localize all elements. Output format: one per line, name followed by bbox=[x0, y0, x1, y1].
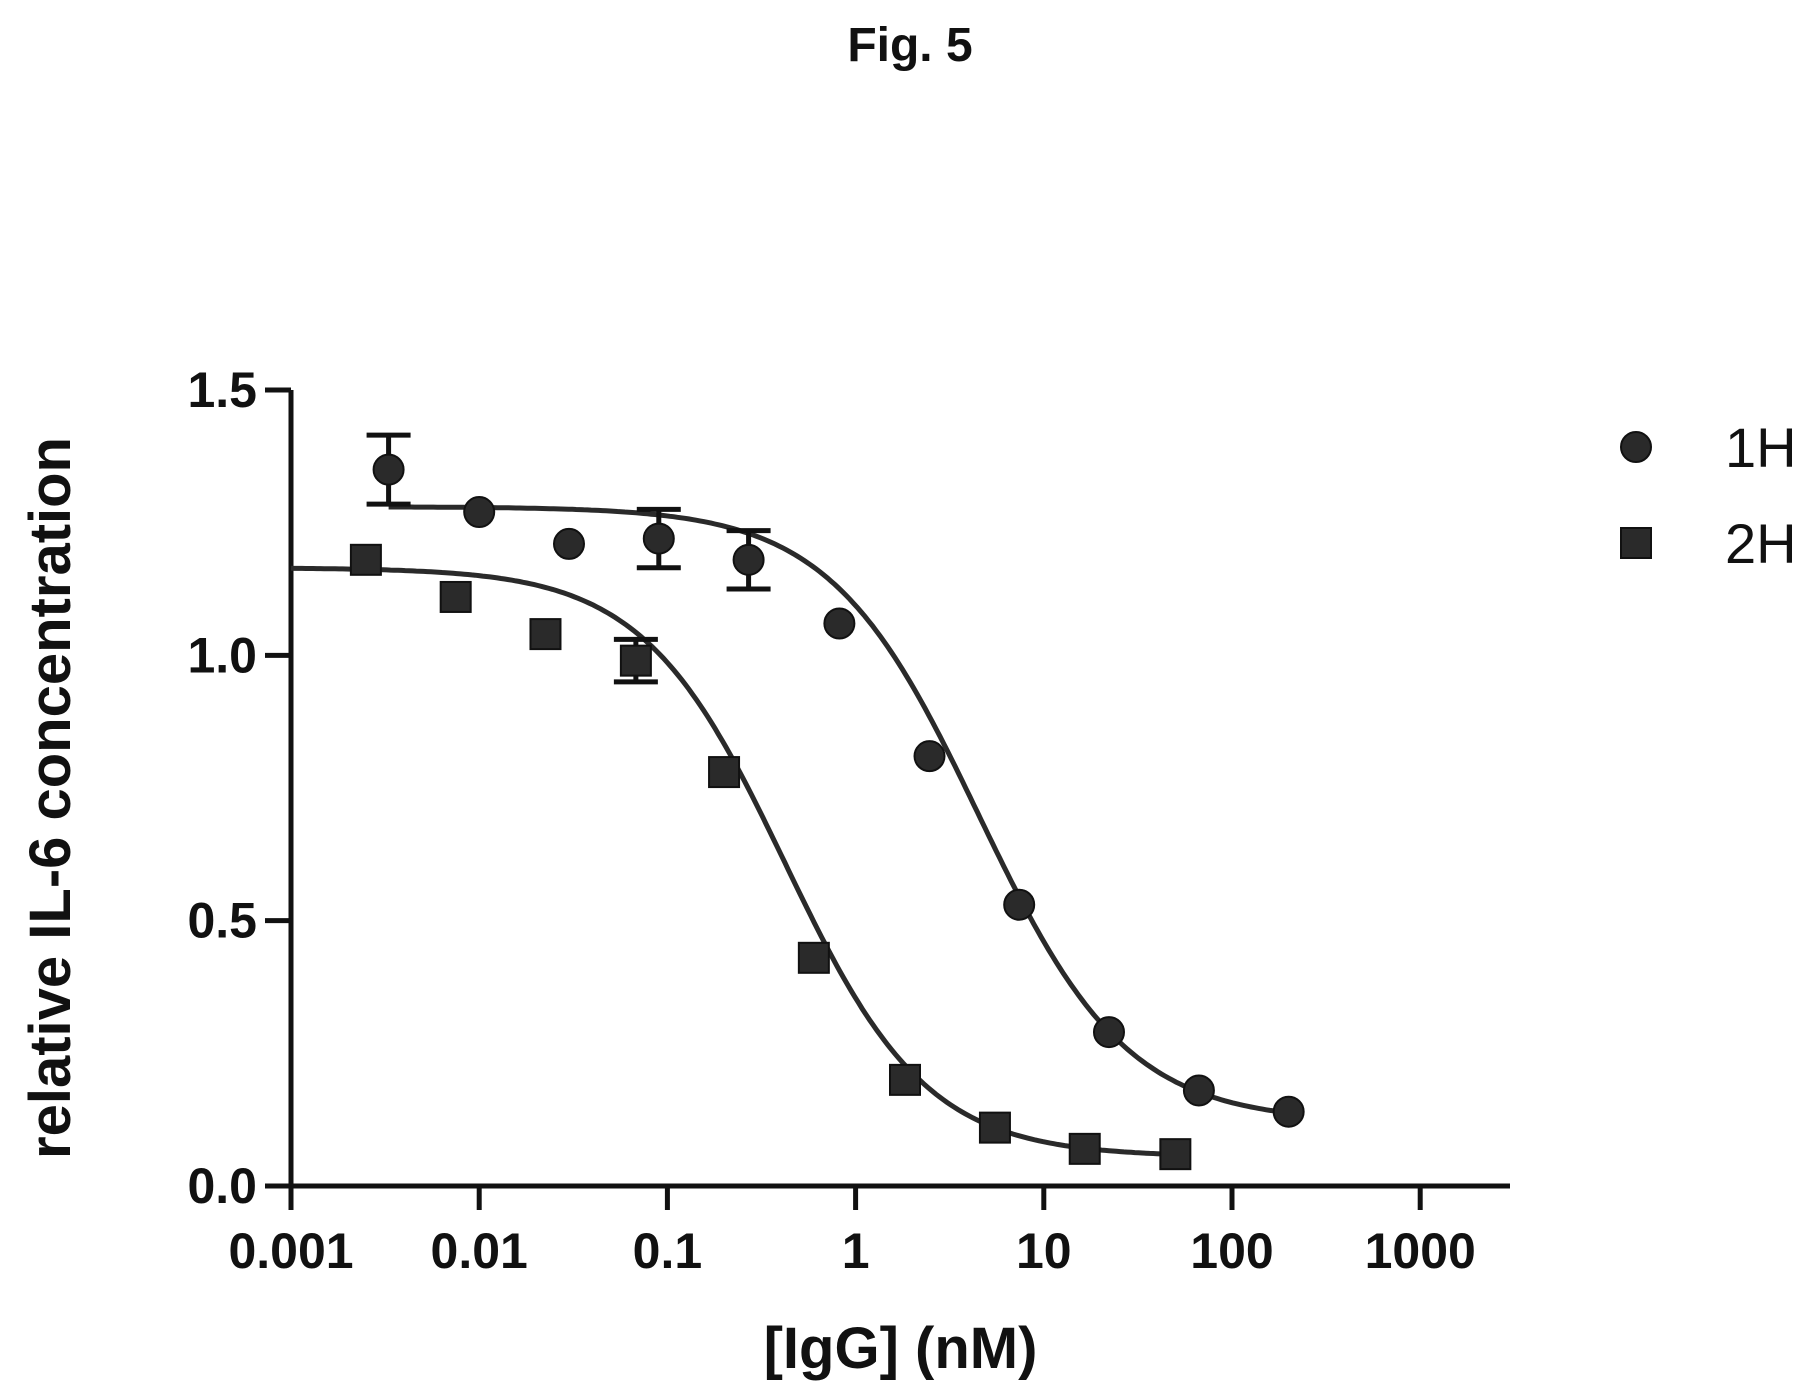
x-axis-label: [IgG] (nM) bbox=[764, 1316, 1038, 1381]
x-tick-label: 100 bbox=[1190, 1223, 1273, 1279]
data-point-2h bbox=[708, 756, 741, 789]
data-point-1h bbox=[552, 527, 585, 560]
figure-title: Fig. 5 bbox=[847, 19, 973, 72]
y-tick-label: 0.0 bbox=[187, 1158, 257, 1214]
data-point-2h bbox=[349, 543, 382, 576]
data-point-1h bbox=[1092, 1016, 1125, 1049]
y-tick-label: 0.5 bbox=[187, 893, 257, 949]
data-point-1h bbox=[1003, 888, 1036, 921]
data-points bbox=[349, 432, 1305, 1171]
x-tick-label: 0.01 bbox=[431, 1223, 528, 1279]
data-point-1h bbox=[463, 496, 496, 529]
legend-marker-2h bbox=[1620, 527, 1652, 559]
y-tick-label: 1.5 bbox=[187, 362, 257, 418]
data-point-2h bbox=[529, 618, 562, 651]
data-point-1h bbox=[642, 522, 675, 555]
y-tick-label: 1.0 bbox=[187, 627, 257, 683]
data-point-2h bbox=[797, 941, 830, 974]
legend-label-1h: 1H bbox=[1725, 416, 1797, 479]
x-tick-label: 1 bbox=[842, 1223, 870, 1279]
x-tick-label: 10 bbox=[1016, 1223, 1072, 1279]
data-point-2h bbox=[888, 1063, 921, 1096]
data-point-1h bbox=[372, 453, 405, 486]
legend-label-2h: 2H bbox=[1725, 512, 1797, 575]
data-point-1h bbox=[1182, 1074, 1215, 1107]
data-point-1h bbox=[913, 740, 946, 773]
data-point-1h bbox=[732, 543, 765, 576]
data-point-2h bbox=[619, 644, 652, 677]
data-point-2h bbox=[978, 1111, 1011, 1144]
data-point-1h bbox=[823, 607, 856, 640]
fit-curve-1h bbox=[388, 504, 1290, 1116]
axes: 0.0 0.5 1.0 1.5 0.001 0.01 0.1 1 10 100 1000 bbox=[187, 362, 1510, 1279]
x-tick-label: 0.001 bbox=[228, 1223, 353, 1279]
legend: 1H 2H bbox=[1620, 416, 1797, 575]
fit-curve-2h bbox=[290, 565, 1176, 1157]
data-point-1h bbox=[1272, 1095, 1305, 1128]
y-axis-label: relative IL-6 concentration bbox=[18, 437, 83, 1159]
x-tick-label: 0.1 bbox=[633, 1223, 703, 1279]
data-point-2h bbox=[439, 580, 472, 613]
data-point-2h bbox=[1068, 1132, 1101, 1165]
x-tick-label: 1000 bbox=[1365, 1223, 1476, 1279]
data-point-2h bbox=[1159, 1138, 1192, 1171]
legend-marker-1h bbox=[1620, 431, 1652, 463]
